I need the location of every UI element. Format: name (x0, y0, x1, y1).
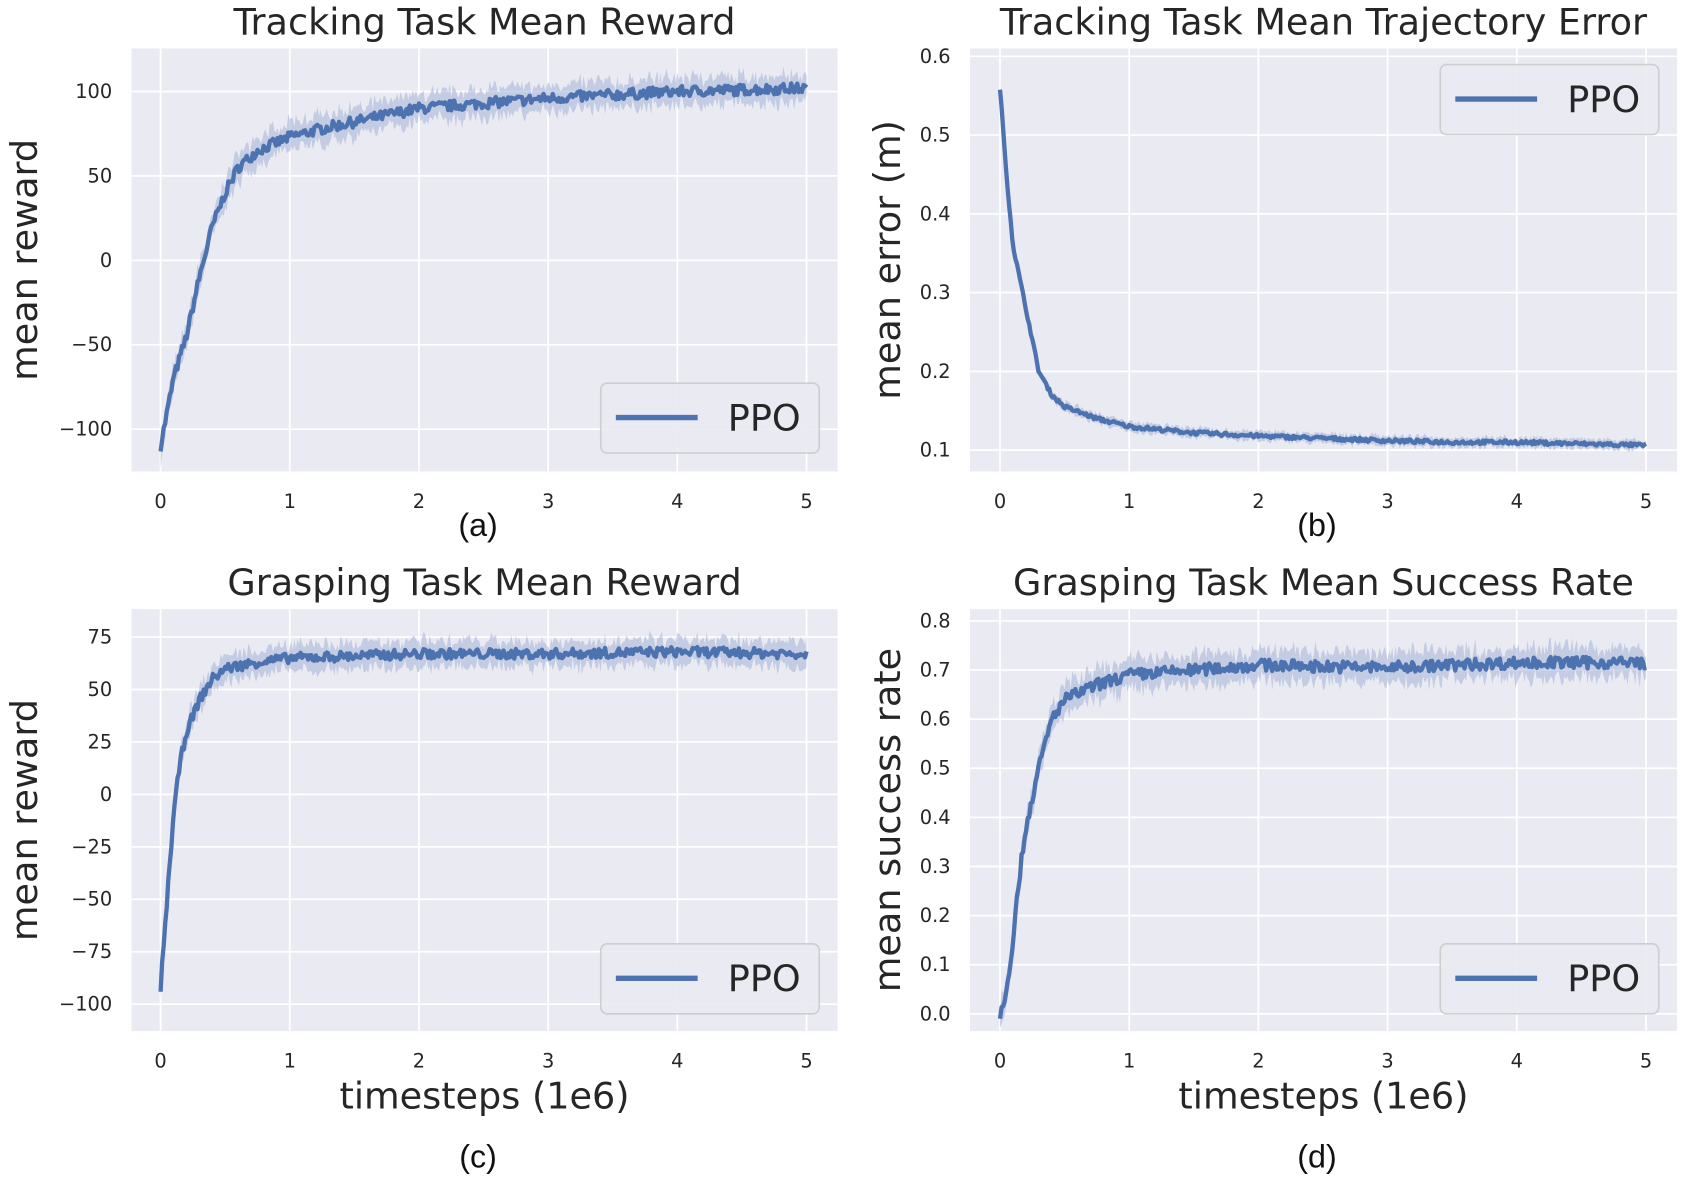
x-tick-label: 3 (1381, 1050, 1393, 1073)
panel-c: 0 1 2 3 4 5 −100 −75 −50 −25 0 25 50 75 PPO Grasping Ta… (3, 561, 838, 1175)
x-tick-label: 1 (1123, 490, 1135, 513)
legend-label: PPO (728, 396, 801, 439)
legend: PPO (599, 382, 821, 454)
confidence-band (1000, 637, 1646, 1028)
y-axis-label: mean reward (3, 139, 46, 381)
y-tick-label: 100 (75, 80, 112, 103)
x-axis-label: timesteps (1e6) (1178, 1075, 1468, 1118)
x-tick-label: 3 (1381, 490, 1393, 513)
y-tick-label: 0 (100, 783, 112, 806)
x-tick-label: 1 (1123, 1050, 1135, 1073)
x-tick-label: 1 (284, 1050, 296, 1073)
legend-box (599, 382, 821, 454)
y-tick-label: 50 (88, 164, 113, 187)
x-tick-label: 4 (671, 1050, 683, 1073)
x-tick-label: 0 (994, 1050, 1006, 1073)
legend-box (599, 943, 821, 1015)
x-tick-label: 4 (1511, 1050, 1523, 1073)
legend: PPO (599, 943, 821, 1015)
x-tick-label: 2 (413, 1050, 425, 1073)
series-line-ppo (158, 81, 809, 452)
panel-label: (b) (1297, 507, 1336, 543)
x-tick-label: 0 (994, 490, 1006, 513)
y-tick-label: 0.1 (920, 953, 951, 976)
legend: PPO (1439, 63, 1660, 136)
legend-label: PPO (1567, 957, 1640, 1000)
panel-label: (c) (459, 1139, 497, 1175)
y-tick-label: 0.2 (920, 904, 951, 927)
y-tick-label: 0.1 (920, 439, 951, 462)
x-tick-label: 0 (154, 490, 166, 513)
y-tick-label: 50 (88, 678, 113, 701)
y-tick-label: −100 (59, 993, 112, 1016)
y-axis-label: mean error (m) (866, 120, 909, 400)
x-axis-label: timesteps (1e6) (340, 1075, 630, 1118)
y-tick-label: −75 (71, 940, 112, 963)
panel-d: 0 1 2 3 4 5 0.0 0.1 0.2 0.3 0.4 0.5 0.6 0.7 0.8 PPO Gras… (866, 561, 1678, 1175)
chart-title: Grasping Task Mean Reward (227, 561, 741, 604)
y-tick-label: 0.8 (920, 609, 951, 632)
y-tick-label: 25 (88, 730, 113, 753)
panel-b: 0 1 2 3 4 5 0.1 0.2 0.3 0.4 0.5 0.6 PPO Tracking Task… (866, 0, 1678, 543)
legend-label: PPO (728, 957, 801, 1000)
x-tick-label: 2 (1252, 1050, 1264, 1073)
y-tick-label: 0.3 (920, 855, 951, 878)
x-tick-label: 5 (800, 1050, 812, 1073)
y-tick-label: 0 (100, 249, 112, 272)
x-tick-label: 5 (800, 490, 812, 513)
y-tick-label: 0.5 (920, 757, 951, 780)
x-tick-label: 4 (1511, 490, 1523, 513)
x-tick-label: 2 (1252, 490, 1264, 513)
legend-box (1439, 63, 1660, 136)
y-tick-label: −100 (59, 418, 112, 441)
x-tick-label: 2 (413, 490, 425, 513)
y-tick-label: 0.3 (920, 281, 951, 304)
chart-title: Tracking Task Mean Trajectory Error (999, 0, 1648, 43)
series-line-ppo (997, 654, 1648, 1020)
legend-label: PPO (1567, 78, 1640, 121)
x-tick-label: 3 (542, 490, 554, 513)
y-axis-label: mean reward (3, 699, 46, 941)
x-tick-label: 5 (1640, 490, 1652, 513)
y-tick-label: 0.2 (920, 360, 951, 383)
chart-title: Grasping Task Mean Success Rate (1013, 561, 1634, 604)
y-tick-label: 0.6 (920, 45, 951, 68)
x-tick-label: 1 (284, 490, 296, 513)
panel-a: 0 1 2 3 4 5 −100 −50 0 50 100 PPO Tracking Task Mean… (3, 0, 838, 543)
x-tick-label: 3 (542, 1050, 554, 1073)
y-tick-label: −25 (71, 835, 112, 858)
legend-box (1439, 943, 1660, 1015)
y-axis-label: mean success rate (866, 648, 909, 992)
legend: PPO (1439, 943, 1660, 1015)
chart-title: Tracking Task Mean Reward (233, 0, 736, 43)
y-tick-label: 0.6 (920, 708, 951, 731)
y-tick-label: 75 (88, 626, 113, 649)
y-tick-label: 0.4 (920, 806, 951, 829)
x-tick-label: 0 (154, 1050, 166, 1073)
x-tick-label: 5 (1640, 1050, 1652, 1073)
x-tick-label: 4 (671, 490, 683, 513)
y-tick-label: −50 (71, 888, 112, 911)
y-tick-label: 0.5 (920, 124, 951, 147)
y-tick-label: −50 (71, 333, 112, 356)
y-tick-label: 0.7 (920, 659, 951, 682)
y-tick-label: 0.4 (920, 202, 951, 225)
panel-label: (d) (1297, 1139, 1336, 1175)
series-line-ppo (997, 89, 1648, 449)
panel-label: (a) (458, 507, 497, 543)
y-tick-label: 0.0 (920, 1002, 951, 1025)
series-line-ppo (158, 644, 809, 992)
